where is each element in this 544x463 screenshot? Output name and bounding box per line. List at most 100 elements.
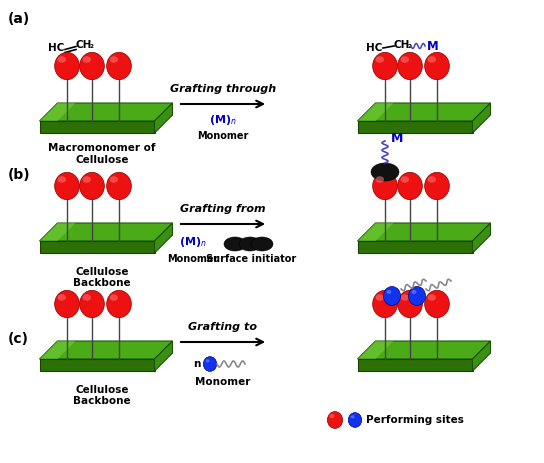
Ellipse shape <box>400 294 409 301</box>
Text: CH: CH <box>76 40 92 50</box>
Ellipse shape <box>400 56 409 63</box>
Ellipse shape <box>107 172 131 200</box>
Ellipse shape <box>348 413 362 427</box>
Text: n: n <box>193 359 200 369</box>
Text: ₂: ₂ <box>89 40 93 50</box>
Ellipse shape <box>109 294 118 301</box>
Text: Monomer: Monomer <box>168 254 219 264</box>
Ellipse shape <box>107 52 131 80</box>
Ellipse shape <box>58 56 66 63</box>
Polygon shape <box>473 223 491 253</box>
Text: (M)$_n$: (M)$_n$ <box>209 113 237 127</box>
Polygon shape <box>40 341 172 359</box>
Ellipse shape <box>409 287 425 306</box>
Polygon shape <box>473 103 491 133</box>
Ellipse shape <box>428 294 436 301</box>
Polygon shape <box>40 223 172 241</box>
Text: Backbone: Backbone <box>73 278 131 288</box>
Ellipse shape <box>83 294 91 301</box>
Polygon shape <box>357 121 473 133</box>
Ellipse shape <box>79 52 104 80</box>
Polygon shape <box>357 103 491 121</box>
Ellipse shape <box>54 52 79 80</box>
Ellipse shape <box>239 237 261 251</box>
Ellipse shape <box>398 290 422 318</box>
Text: Cellulose: Cellulose <box>75 385 129 395</box>
Text: ₂: ₂ <box>407 40 411 50</box>
Text: (b): (b) <box>8 168 30 182</box>
Ellipse shape <box>386 290 391 294</box>
Ellipse shape <box>428 56 436 63</box>
Ellipse shape <box>425 172 449 200</box>
Ellipse shape <box>54 172 79 200</box>
Polygon shape <box>154 223 172 253</box>
Polygon shape <box>357 103 393 121</box>
Text: (M)$_n$: (M)$_n$ <box>179 235 207 249</box>
Polygon shape <box>40 223 76 241</box>
Ellipse shape <box>206 359 209 363</box>
Ellipse shape <box>398 52 422 80</box>
Text: M: M <box>391 132 403 145</box>
Text: Cellulose: Cellulose <box>75 155 129 165</box>
Ellipse shape <box>327 412 343 428</box>
Ellipse shape <box>251 237 273 251</box>
Text: Performing sites: Performing sites <box>366 415 464 425</box>
Polygon shape <box>154 341 172 371</box>
Polygon shape <box>357 341 491 359</box>
Polygon shape <box>357 223 491 241</box>
Polygon shape <box>40 241 154 253</box>
Ellipse shape <box>375 56 384 63</box>
Text: Backbone: Backbone <box>73 396 131 406</box>
Text: Cellulose: Cellulose <box>75 267 129 277</box>
Text: M: M <box>427 39 439 52</box>
Ellipse shape <box>58 294 66 301</box>
Ellipse shape <box>425 290 449 318</box>
Text: CH: CH <box>394 40 410 50</box>
Ellipse shape <box>224 237 246 251</box>
Polygon shape <box>40 341 76 359</box>
Ellipse shape <box>371 163 399 181</box>
Polygon shape <box>357 241 473 253</box>
Ellipse shape <box>400 176 409 183</box>
Polygon shape <box>357 341 393 359</box>
Ellipse shape <box>373 290 397 318</box>
Polygon shape <box>40 103 76 121</box>
Polygon shape <box>473 341 491 371</box>
Ellipse shape <box>107 290 131 318</box>
Text: Monomer: Monomer <box>195 377 251 387</box>
Ellipse shape <box>373 172 397 200</box>
Ellipse shape <box>83 176 91 183</box>
Ellipse shape <box>83 56 91 63</box>
Text: Surface initiator: Surface initiator <box>206 254 296 264</box>
Text: HC: HC <box>366 43 382 53</box>
Polygon shape <box>154 103 172 133</box>
Polygon shape <box>40 103 172 121</box>
Ellipse shape <box>58 176 66 183</box>
Ellipse shape <box>375 294 384 301</box>
Text: Grafting from: Grafting from <box>180 204 266 214</box>
Text: HC: HC <box>48 43 64 53</box>
Ellipse shape <box>373 52 397 80</box>
Polygon shape <box>40 121 154 133</box>
Ellipse shape <box>384 287 400 306</box>
Ellipse shape <box>203 357 217 371</box>
Ellipse shape <box>329 414 335 418</box>
Text: Grafting through: Grafting through <box>170 84 276 94</box>
Polygon shape <box>357 359 473 371</box>
Text: Grafting to: Grafting to <box>189 322 257 332</box>
Ellipse shape <box>398 172 422 200</box>
Ellipse shape <box>428 176 436 183</box>
Ellipse shape <box>109 176 118 183</box>
Ellipse shape <box>425 52 449 80</box>
Ellipse shape <box>411 290 416 294</box>
Text: (c): (c) <box>8 332 29 346</box>
Text: Macromonomer of: Macromonomer of <box>48 143 156 153</box>
Ellipse shape <box>375 176 384 183</box>
Text: Monomer: Monomer <box>197 131 249 141</box>
Ellipse shape <box>54 290 79 318</box>
Text: (a): (a) <box>8 12 30 26</box>
Polygon shape <box>40 359 154 371</box>
Ellipse shape <box>351 415 355 419</box>
Ellipse shape <box>109 56 118 63</box>
Ellipse shape <box>79 172 104 200</box>
